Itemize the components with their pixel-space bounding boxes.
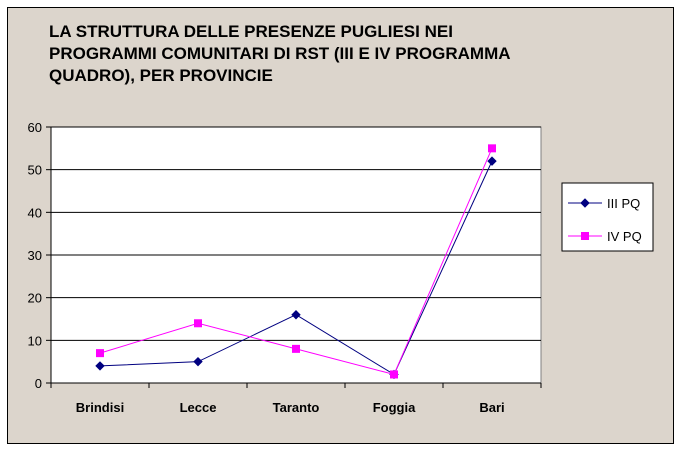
y-tick-label: 20	[28, 291, 42, 306]
y-tick-label: 30	[28, 248, 42, 263]
x-tick-label: Brindisi	[76, 400, 124, 415]
legend-marker-iii-pq	[580, 198, 590, 208]
legend: III PQ IV PQ	[561, 182, 654, 252]
data-point-iv-pq	[390, 370, 398, 379]
data-point-iv-pq	[292, 344, 300, 353]
x-tick-label: Foggia	[373, 400, 416, 415]
data-point-iii-pq	[291, 310, 301, 320]
y-tick-label: 0	[35, 376, 42, 391]
legend-label-iii-pq: III PQ	[607, 196, 640, 211]
data-point-iii-pq	[487, 156, 497, 166]
chart-title: LA STRUTTURA DELLE PRESENZE PUGLIESI NEI…	[49, 22, 510, 85]
legend-box	[561, 182, 654, 252]
plot-area: 0 10 20 30 40 50 60 Brindisi Lecce Taranto Foggia B…	[28, 120, 542, 415]
data-point-iv-pq	[96, 349, 104, 358]
x-tick-label: Lecce	[180, 400, 217, 415]
y-tick-label: 50	[28, 163, 42, 178]
y-tick-label: 40	[28, 205, 42, 220]
legend-label-iv-pq: IV PQ	[607, 229, 642, 244]
x-tick-label: Bari	[479, 400, 504, 415]
data-point-iv-pq	[194, 319, 202, 328]
y-tick-label: 10	[28, 333, 42, 348]
data-point-iii-pq	[193, 356, 203, 367]
data-point-iii-pq	[95, 361, 105, 371]
data-point-iv-pq	[488, 144, 496, 153]
legend-marker-iv-pq	[581, 232, 589, 240]
x-tick-label: Taranto	[273, 400, 320, 415]
y-tick-label: 60	[28, 120, 42, 135]
